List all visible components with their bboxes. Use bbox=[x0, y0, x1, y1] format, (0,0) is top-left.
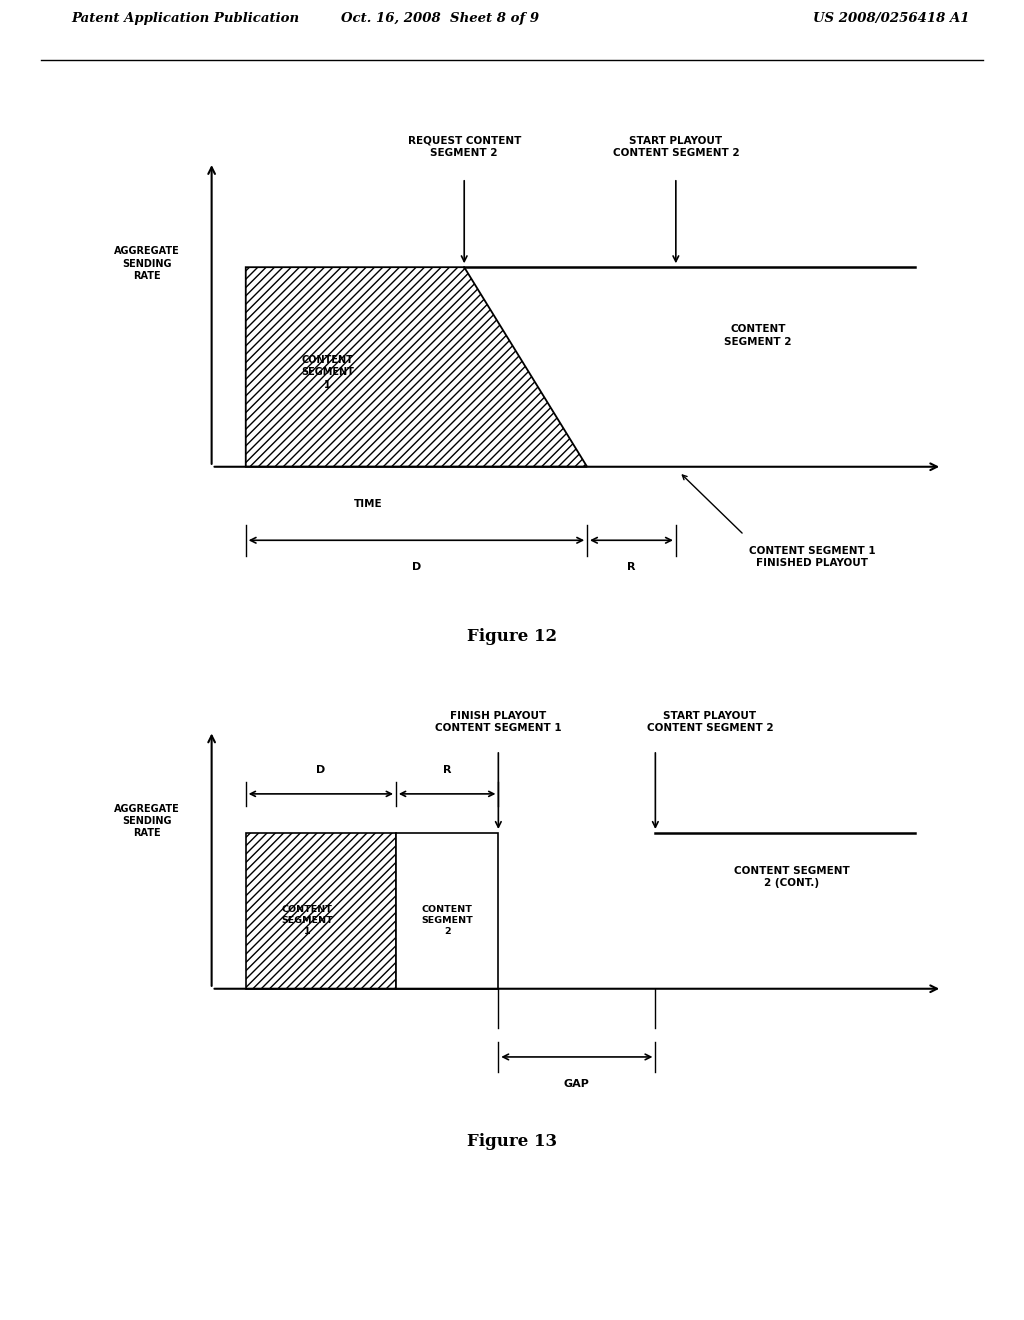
Text: CONTENT
SEGMENT
1: CONTENT SEGMENT 1 bbox=[301, 355, 354, 389]
Text: CONTENT SEGMENT 1
FINISHED PLAYOUT: CONTENT SEGMENT 1 FINISHED PLAYOUT bbox=[750, 545, 876, 568]
Text: REQUEST CONTENT
SEGMENT 2: REQUEST CONTENT SEGMENT 2 bbox=[408, 136, 521, 158]
Text: Figure 13: Figure 13 bbox=[467, 1134, 557, 1150]
Text: R: R bbox=[628, 561, 636, 572]
Text: CONTENT
SEGMENT
1: CONTENT SEGMENT 1 bbox=[282, 906, 333, 936]
Text: CONTENT
SEGMENT
2: CONTENT SEGMENT 2 bbox=[421, 906, 473, 936]
Polygon shape bbox=[396, 833, 499, 989]
Polygon shape bbox=[246, 267, 587, 467]
Text: START PLAYOUT
CONTENT SEGMENT 2: START PLAYOUT CONTENT SEGMENT 2 bbox=[647, 711, 773, 734]
Text: TIME: TIME bbox=[354, 499, 383, 508]
Text: START PLAYOUT
CONTENT SEGMENT 2: START PLAYOUT CONTENT SEGMENT 2 bbox=[612, 136, 739, 158]
Text: AGGREGATE
SENDING
RATE: AGGREGATE SENDING RATE bbox=[114, 247, 179, 281]
Text: US 2008/0256418 A1: US 2008/0256418 A1 bbox=[813, 12, 969, 25]
Text: D: D bbox=[316, 764, 326, 775]
Text: GAP: GAP bbox=[564, 1078, 590, 1089]
Text: AGGREGATE
SENDING
RATE: AGGREGATE SENDING RATE bbox=[114, 804, 179, 838]
Text: D: D bbox=[412, 561, 421, 572]
Text: CONTENT
SEGMENT 2: CONTENT SEGMENT 2 bbox=[724, 325, 792, 347]
Text: Figure 12: Figure 12 bbox=[467, 628, 557, 644]
Text: R: R bbox=[443, 764, 452, 775]
Polygon shape bbox=[246, 833, 396, 989]
Text: Oct. 16, 2008  Sheet 8 of 9: Oct. 16, 2008 Sheet 8 of 9 bbox=[341, 12, 540, 25]
Text: Patent Application Publication: Patent Application Publication bbox=[72, 12, 300, 25]
Text: CONTENT SEGMENT
2 (CONT.): CONTENT SEGMENT 2 (CONT.) bbox=[734, 866, 850, 888]
Text: FINISH PLAYOUT
CONTENT SEGMENT 1: FINISH PLAYOUT CONTENT SEGMENT 1 bbox=[435, 711, 561, 734]
